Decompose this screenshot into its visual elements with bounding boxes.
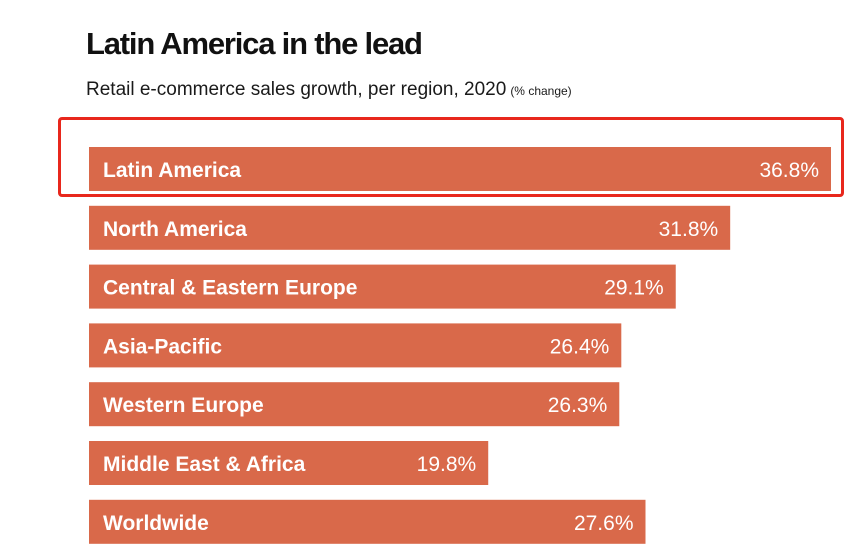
bar <box>89 264 676 309</box>
bar-category-label: Western Europe <box>103 394 264 417</box>
bar-group: Asia-Pacific 26.4% <box>89 323 622 368</box>
bar-value-label: 26.4% <box>550 335 610 358</box>
bar <box>89 323 622 368</box>
bar-group: Middle East & Africa 19.8% <box>89 441 489 485</box>
bar-category-label: Middle East & Africa <box>103 453 306 476</box>
bar-value-label: 19.8% <box>417 453 477 476</box>
bar-group: Western Europe 26.3% <box>89 382 620 427</box>
bar <box>89 205 731 250</box>
bar-category-label: North America <box>103 218 247 241</box>
bar-group: North America 31.8% <box>89 205 731 250</box>
subtitle-text: Retail e-commerce sales growth, per regi… <box>86 79 507 100</box>
bar <box>89 499 646 544</box>
bar <box>89 441 489 485</box>
bar <box>89 382 620 427</box>
chart-subtitle: Retail e-commerce sales growth, per regi… <box>86 79 572 101</box>
bar-value-label: 29.1% <box>604 277 664 300</box>
bar-category-label: Asia-Pacific <box>103 335 222 358</box>
chart-title: Latin America in the lead <box>86 26 423 61</box>
bar-value-label: 31.8% <box>659 218 719 241</box>
bar-category-label: Central & Eastern Europe <box>103 277 357 300</box>
bar-group: Latin America 36.8% <box>89 147 831 191</box>
unit-note: (% change) <box>510 84 572 98</box>
bar-category-label: Latin America <box>103 159 241 182</box>
bar-group: Central & Eastern Europe 29.1% <box>89 264 676 309</box>
bar-value-label: 36.8% <box>759 159 819 182</box>
bar-value-label: 27.6% <box>574 512 634 535</box>
bar-value-label: 26.3% <box>548 394 608 417</box>
bar-group: Worldwide 27.6% <box>89 499 646 544</box>
bar-category-label: Worldwide <box>103 512 209 535</box>
bar <box>89 147 831 191</box>
